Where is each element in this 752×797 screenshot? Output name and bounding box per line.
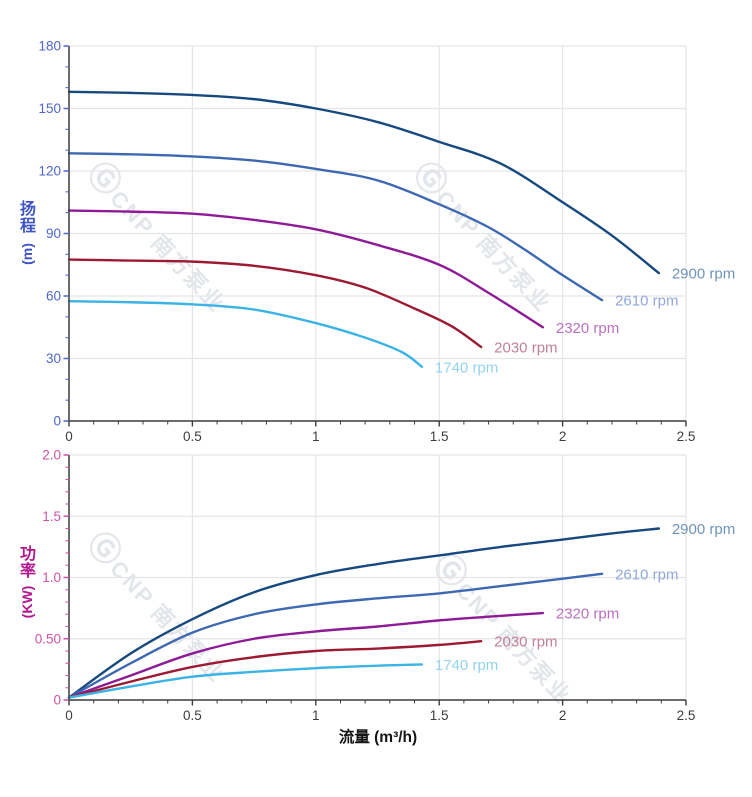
curve-2030rpm — [67, 258, 483, 349]
x-tick-label: 2 — [559, 429, 567, 444]
series-label-1740rpm: 1740 rpm — [435, 657, 498, 674]
x-tick-label: 0 — [65, 429, 73, 444]
y-tick-label: 1.5 — [42, 509, 61, 524]
curve-2610rpm — [67, 152, 604, 302]
x-tick-label: 1.5 — [430, 429, 449, 444]
curve-2320rpm — [67, 209, 545, 329]
x-tick-label: 1 — [312, 429, 320, 444]
curve-2320rpm — [67, 611, 545, 699]
x-tick-label: 2.5 — [677, 429, 696, 444]
y-tick-label: 150 — [38, 101, 61, 116]
y-tick-label: 120 — [38, 164, 61, 179]
x-tick-label: 0 — [65, 708, 73, 723]
series-label-2320rpm: 2320 rpm — [556, 606, 619, 623]
curve-1740rpm — [67, 300, 424, 369]
x-tick-label: 2.5 — [677, 708, 696, 723]
head-axis-title-char: 程 — [19, 218, 36, 235]
power-axis-title-char: 功 — [19, 546, 36, 563]
curve-2900rpm — [67, 527, 661, 699]
series-label-2900rpm: 2900 rpm — [672, 266, 735, 283]
series-label-2030rpm: 2030 rpm — [494, 634, 557, 651]
curve-2030rpm — [67, 640, 483, 699]
head-axis-unit: (m) — [19, 243, 35, 265]
flow-axis-title: 流量 (m³/h) — [338, 729, 418, 746]
curve-2900rpm — [67, 90, 661, 275]
x-tick-label: 2 — [559, 708, 567, 723]
y-tick-label: 2.0 — [42, 448, 61, 463]
y-tick-label: 60 — [46, 289, 61, 304]
y-tick-label: 0 — [53, 414, 61, 429]
curve-1740rpm — [67, 663, 424, 699]
x-tick-label: 1.5 — [430, 708, 449, 723]
y-tick-label: 1.0 — [42, 570, 61, 585]
y-tick-label: 0.50 — [35, 631, 61, 646]
power-axis-title-char: 率 — [19, 563, 36, 580]
x-tick-label: 0.5 — [183, 429, 202, 444]
x-tick-label: 0.5 — [183, 708, 202, 723]
x-tick-label: 1 — [312, 708, 320, 723]
curve-2610rpm — [67, 572, 604, 699]
head-axis-title-char: 扬 — [19, 201, 36, 218]
series-label-2900rpm: 2900 rpm — [672, 521, 735, 538]
head-axis-title: 扬 程 — [18, 201, 38, 235]
series-label-2610rpm: 2610 rpm — [615, 293, 678, 310]
y-tick-label: 0 — [53, 693, 61, 708]
power-axis-unit: (KW) — [19, 585, 35, 619]
series-label-2320rpm: 2320 rpm — [556, 320, 619, 337]
y-tick-label: 30 — [46, 351, 61, 366]
y-tick-label: 180 — [38, 39, 61, 54]
series-label-2610rpm: 2610 rpm — [615, 566, 678, 583]
y-tick-label: 90 — [46, 226, 61, 241]
power-axis-title: 功 率 — [18, 546, 38, 580]
series-label-2030rpm: 2030 rpm — [494, 340, 557, 357]
series-label-1740rpm: 1740 rpm — [435, 359, 498, 376]
